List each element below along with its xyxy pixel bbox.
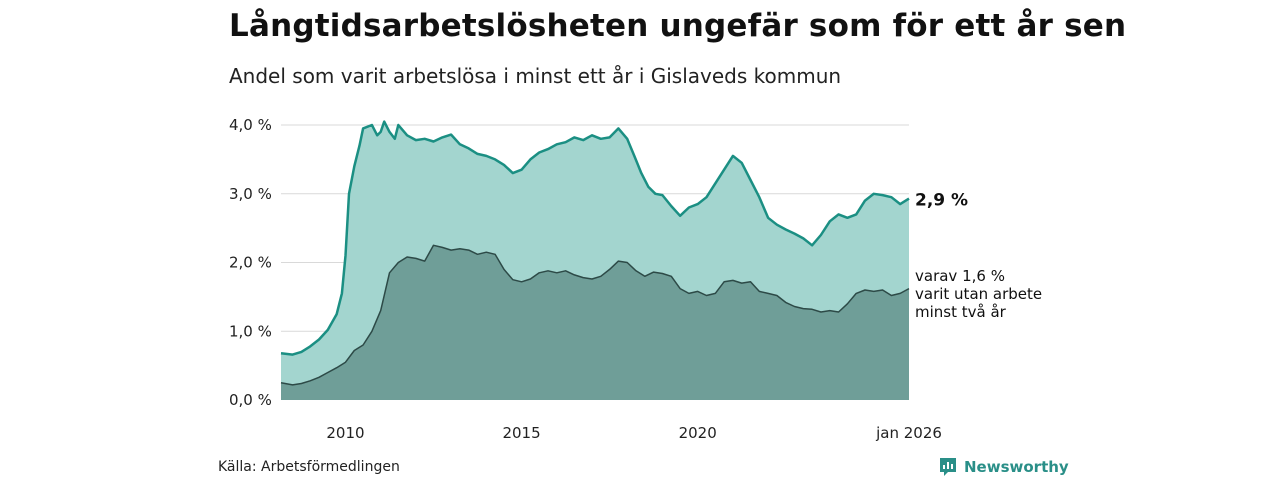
x-tick-label: 2010 — [326, 424, 364, 442]
y-tick-label: 1,0 % — [229, 322, 272, 340]
x-tick-label: 2015 — [502, 424, 540, 442]
y-tick-label: 2,0 % — [229, 254, 272, 272]
x-tick-label: 2020 — [679, 424, 717, 442]
brand-name: Newsworthy — [964, 458, 1069, 476]
sub-series-label-line: varit utan arbete — [915, 285, 1042, 303]
y-tick-label: 0,0 % — [229, 391, 272, 409]
brand-logo[interactable]: Newsworthy — [938, 456, 1069, 478]
sub-series-label-line: minst två år — [915, 303, 1007, 321]
source-note: Källa: Arbetsförmedlingen — [218, 459, 400, 475]
sub-series-label-line: varav 1,6 % — [915, 267, 1005, 285]
two-year-unemployment-line — [280, 244, 910, 386]
y-axis-ticks: 0,0 % 1,0 % 2,0 % 3,0 % 4,0 % — [229, 116, 272, 409]
chart-subtitle: Andel som varit arbetslösa i minst ett å… — [229, 64, 842, 88]
area-series — [280, 120, 910, 400]
x-axis-ticks: 2010 2015 2020 jan 2026 — [326, 424, 942, 442]
newsworthy-logo-icon — [940, 458, 956, 476]
chart-title: Långtidsarbetslösheten ungefär som för e… — [229, 8, 1127, 44]
end-value-label: 2,9 % — [915, 191, 968, 211]
y-tick-label: 3,0 % — [229, 185, 272, 203]
x-tick-label: jan 2026 — [875, 424, 942, 442]
long-term-unemployment-line — [280, 120, 910, 356]
y-tick-label: 4,0 % — [229, 116, 272, 134]
